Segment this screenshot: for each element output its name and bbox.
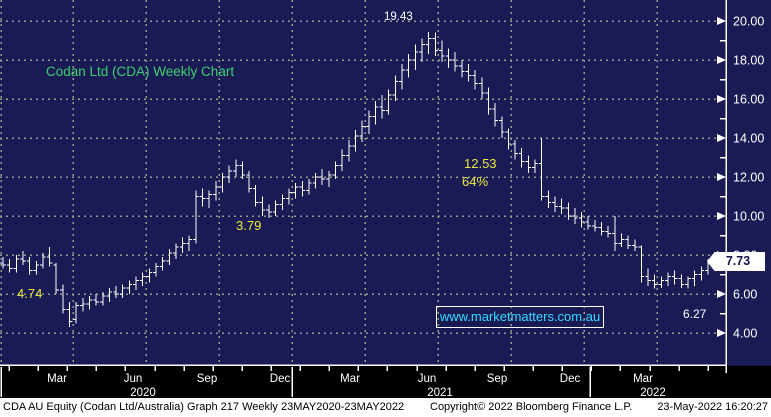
y-tick-arrow-icon xyxy=(717,173,726,181)
security-description: CDA AU Equity (Codan Ltd/Australia) Grap… xyxy=(3,401,405,413)
x-axis-year-label: 2020 xyxy=(130,387,156,398)
y-tick-arrow-icon xyxy=(717,329,726,337)
y-axis-label: 20.00 xyxy=(733,15,764,29)
watermark-link-box: www.marketmatters.com.au xyxy=(436,306,604,328)
chart-plot-area[interactable]: 20.0018.0016.0014.0012.0010.008.006.004.… xyxy=(0,0,771,398)
y-tick-arrow-icon xyxy=(717,17,726,25)
peak-price-annotation: 19.43 xyxy=(384,11,413,23)
y-tick-arrow-icon xyxy=(717,134,726,142)
y-axis-label: 12.00 xyxy=(733,171,764,185)
status-bar: CDA AU Equity (Codan Ltd/Australia) Grap… xyxy=(0,398,771,417)
last-price-tag: 7.73 xyxy=(707,252,765,271)
x-axis-month-label: Mar xyxy=(633,373,653,385)
y-axis-label: 10.00 xyxy=(733,210,764,224)
x-axis-year-label: 2022 xyxy=(640,387,666,398)
y-axis-label: 6.00 xyxy=(733,288,757,302)
x-axis-month-label: Mar xyxy=(47,373,67,385)
low-2022-annotation: 6.27 xyxy=(683,307,707,321)
y-tick-arrow-icon xyxy=(717,95,726,103)
y-tick-arrow-icon xyxy=(717,212,726,220)
retracement-price-annotation: 12.53 xyxy=(464,156,497,171)
y-axis-label: 14.00 xyxy=(733,132,764,146)
ohlc-series xyxy=(0,32,711,328)
x-axis-month-label: Sep xyxy=(487,373,507,385)
x-axis-year-label: 2021 xyxy=(427,387,453,398)
y-tick-arrow-icon xyxy=(717,290,726,298)
retracement-percent-annotation: 64% xyxy=(462,174,489,189)
x-axis-month-label: Mar xyxy=(340,373,360,385)
range-annotation: 3.79 xyxy=(236,218,262,233)
y-tick-arrow-icon xyxy=(717,56,726,64)
y-axis-label: 4.00 xyxy=(733,327,757,341)
x-axis-month-label: Sep xyxy=(197,373,217,385)
status-datetime: 23-May-2022 16:20:27 xyxy=(657,401,768,413)
low-2020-annotation: 4.74 xyxy=(17,286,43,301)
chart-title: Codan Ltd (CDA) Weekly Chart xyxy=(46,64,235,79)
y-axis-label: 18.00 xyxy=(733,54,764,68)
x-axis-month-label: Jun xyxy=(418,373,437,385)
x-axis-band xyxy=(0,365,771,398)
copyright-notice: Copyright© 2022 Bloomberg Finance L.P. xyxy=(430,401,633,413)
y-axis-label: 16.00 xyxy=(733,93,764,107)
x-axis-month-label: Dec xyxy=(270,373,291,385)
x-axis-month-label: Dec xyxy=(560,373,581,385)
x-axis-month-label: Jun xyxy=(124,373,143,385)
